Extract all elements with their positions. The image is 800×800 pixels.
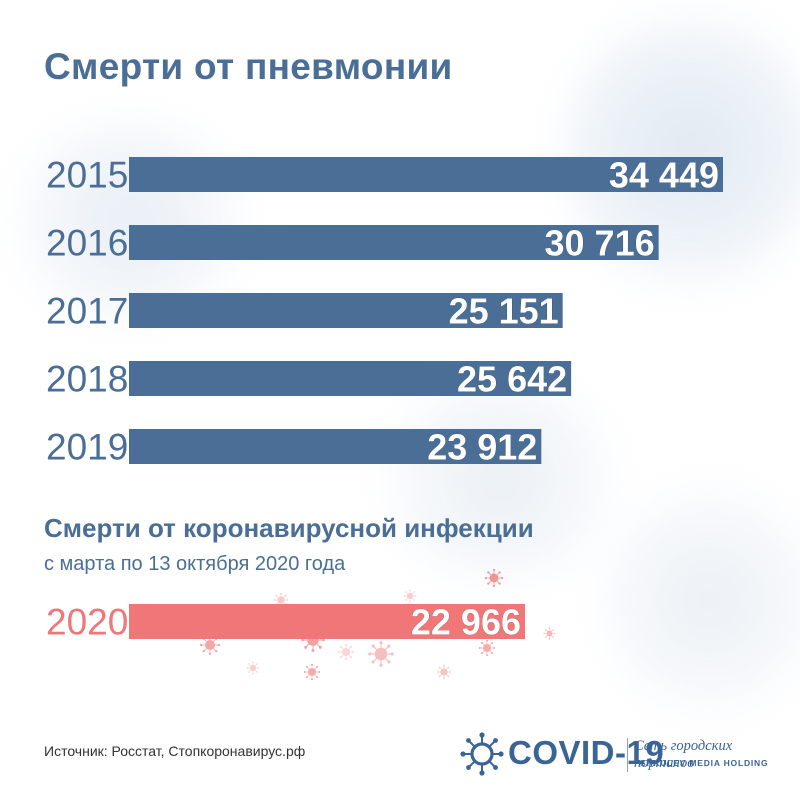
virus-icon <box>368 641 394 667</box>
virus-icon <box>436 664 452 680</box>
virus-icon <box>246 661 260 675</box>
virus-icon <box>199 634 221 656</box>
logo-network: Сеть городских порталов <box>634 738 733 771</box>
virus-icon <box>484 568 504 588</box>
virus-icon <box>303 663 321 681</box>
bar-2016 <box>129 225 659 260</box>
bar-2015 <box>129 157 723 192</box>
value-label-2015: 34 449 <box>609 155 719 196</box>
logo-holding: SHKULEV MEDIA HOLDING <box>640 758 769 768</box>
background-decoration <box>600 480 800 720</box>
covid-subtitle: Смерти от коронавирусной инфекции <box>44 513 534 543</box>
covid-logo-icon <box>460 732 504 776</box>
value-label-2017: 25 151 <box>449 291 559 332</box>
logo-name: COVID-19 <box>508 734 665 771</box>
virus-icon <box>337 643 355 661</box>
category-label-2020: 2020 <box>46 602 128 643</box>
value-label-2020: 22 966 <box>411 602 521 643</box>
virus-icon <box>543 627 555 639</box>
category-label-2019: 2019 <box>46 427 128 468</box>
value-label-2019: 23 912 <box>427 427 537 468</box>
covid-logo: COVID-19 Сеть городских порталов SHKULEV… <box>460 732 780 776</box>
virus-icon <box>403 589 417 603</box>
background-decoration <box>370 380 630 580</box>
bar-2018 <box>129 361 572 396</box>
bar-2019 <box>129 429 542 464</box>
category-label-2016: 2016 <box>46 223 128 264</box>
logo-divider <box>627 738 628 772</box>
value-label-2018: 25 642 <box>457 359 567 400</box>
value-label-2016: 30 716 <box>545 223 655 264</box>
virus-icon <box>478 639 496 657</box>
bar-2020 <box>129 604 525 639</box>
category-label-2018: 2018 <box>46 359 128 400</box>
bar-2017 <box>129 293 563 328</box>
background-decoration <box>0 120 260 320</box>
category-label-2015: 2015 <box>46 155 128 196</box>
chart-title: Смерти от пневмонии <box>44 46 453 87</box>
covid-period-note: с марта по 13 октября 2020 года <box>44 553 346 575</box>
category-label-2017: 2017 <box>46 291 128 332</box>
source-note: Источник: Росстат, Стопкоронавирус.рф <box>44 743 306 759</box>
